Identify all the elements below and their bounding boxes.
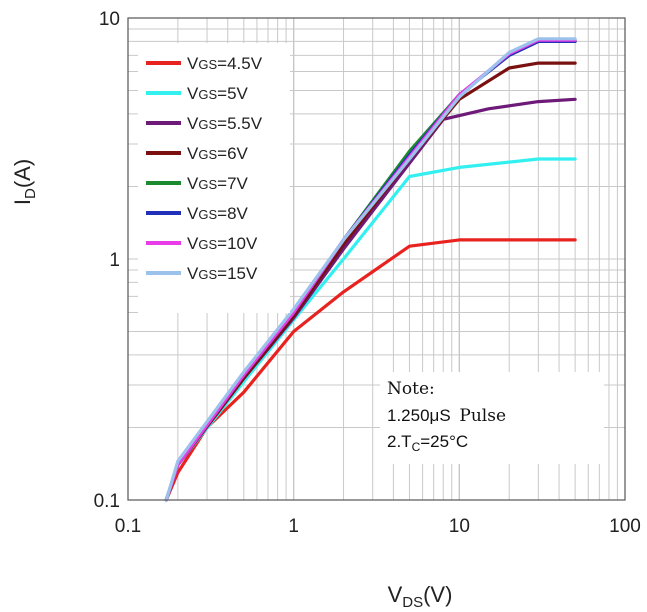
- series-line-8: [164, 37, 577, 502]
- legend-item: VGS=15V: [146, 264, 258, 283]
- y-tick-label: 1: [109, 250, 120, 271]
- legend-label-value: =15V: [217, 264, 258, 283]
- legend-label-sub: GS: [198, 267, 217, 282]
- y-tick-labels: 0.1 1 10: [94, 9, 120, 512]
- legend-item: VGS=5.5V: [146, 114, 263, 133]
- legend-background: [138, 43, 290, 313]
- legend-label-sub: GS: [198, 207, 217, 222]
- legend-item: VGS=10V: [146, 234, 258, 253]
- x-axis-title-sub: DS: [402, 594, 423, 611]
- legend-item: VGS=4.5V: [146, 54, 263, 73]
- plot-frame: [127, 17, 626, 501]
- legend-label-value: =8V: [217, 204, 248, 223]
- x-tick-label: 1: [288, 516, 299, 537]
- y-axis-title-main: I: [10, 199, 35, 205]
- legend-label-sub: GS: [198, 87, 217, 102]
- legend-label-value: =6V: [217, 144, 248, 163]
- note-line-2: 2.TC=25°C: [387, 432, 468, 454]
- y-axis-title: ID(A): [10, 159, 39, 205]
- legend-label-value: =5.5V: [217, 114, 263, 133]
- y-tick-label: 0.1: [94, 491, 120, 512]
- series-layer: [164, 37, 577, 502]
- y-axis-title-sub: D: [22, 188, 39, 199]
- legend-label-value: =10V: [217, 234, 258, 253]
- legend-label-main: V: [187, 234, 199, 253]
- legend-label: VGS=10V: [187, 234, 258, 253]
- note-box: Note: 1.250μS Pulse 2.TC=25°C: [380, 372, 604, 464]
- legend-label: VGS=6V: [187, 144, 249, 163]
- note-title: Note:: [387, 379, 435, 399]
- x-tick-labels: 0.1 1 10 100: [115, 516, 641, 537]
- legend-label-main: V: [187, 54, 199, 73]
- legend-label-sub: GS: [198, 177, 217, 192]
- series-line-1: [164, 238, 577, 502]
- legend-label-main: V: [187, 204, 199, 223]
- note-temp-main: 2.T: [387, 432, 412, 451]
- note-temp-sub: C: [412, 440, 421, 454]
- note-line-1: 1.250μS Pulse: [387, 406, 506, 426]
- y-axis-title-suffix: (A): [10, 159, 35, 188]
- legend-label-sub: GS: [198, 147, 217, 162]
- legend-label-main: V: [187, 144, 199, 163]
- x-axis-title: VDS(V): [388, 582, 453, 611]
- x-axis-title-main: V: [388, 582, 403, 607]
- legend-label: VGS=7V: [187, 174, 249, 193]
- note-temp-suffix: =25°C: [420, 432, 468, 451]
- legend-label-sub: GS: [198, 237, 217, 252]
- note-pulse-word: Pulse: [459, 406, 506, 426]
- legend-label: VGS=5.5V: [187, 114, 263, 133]
- legend-label-value: =5V: [217, 84, 248, 103]
- x-axis-title-suffix: (V): [423, 582, 452, 607]
- legend-item: VGS=7V: [146, 174, 249, 193]
- legend-item: VGS=5V: [146, 84, 249, 103]
- legend: VGS=4.5VVGS=5VVGS=5.5VVGS=6VVGS=7VVGS=8V…: [138, 43, 290, 313]
- legend-item: VGS=8V: [146, 204, 249, 223]
- x-tick-label: 10: [449, 516, 470, 537]
- legend-label-main: V: [187, 264, 199, 283]
- y-tick-label: 10: [99, 9, 120, 30]
- legend-label: VGS=4.5V: [187, 54, 263, 73]
- legend-label: VGS=8V: [187, 204, 249, 223]
- legend-label-main: V: [187, 114, 199, 133]
- legend-label: VGS=15V: [187, 264, 258, 283]
- legend-label: VGS=5V: [187, 84, 249, 103]
- legend-label-main: V: [187, 174, 199, 193]
- legend-label-value: =7V: [217, 174, 248, 193]
- legend-item: VGS=6V: [146, 144, 249, 163]
- legend-label-value: =4.5V: [217, 54, 263, 73]
- note-background: [380, 372, 604, 464]
- x-tick-label: 0.1: [115, 516, 141, 537]
- legend-label-sub: GS: [198, 57, 217, 72]
- x-tick-label: 100: [609, 516, 641, 537]
- legend-label-main: V: [187, 84, 199, 103]
- note-pulse-width: 1.250μS: [387, 406, 451, 425]
- legend-label-sub: GS: [198, 117, 217, 132]
